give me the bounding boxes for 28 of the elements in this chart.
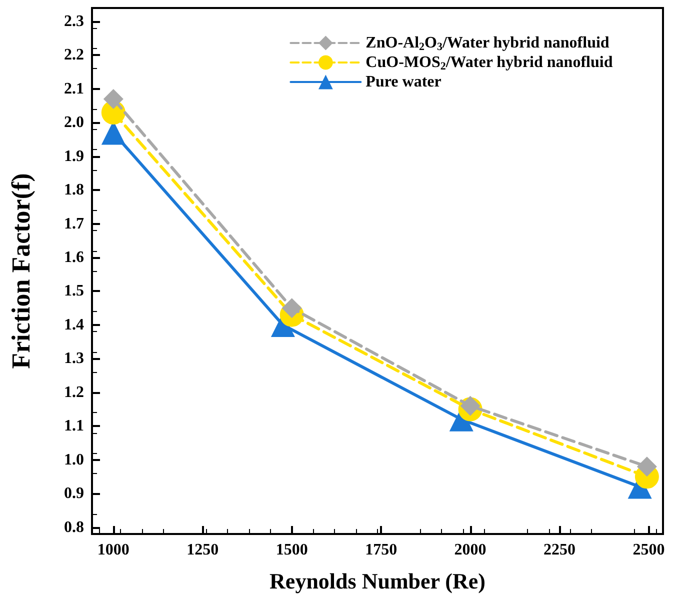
y-tick-label: 1.8 — [64, 182, 84, 199]
y-tick-label: 0.8 — [64, 518, 84, 536]
y-tick-label: 1.2 — [64, 384, 84, 401]
point — [636, 456, 657, 477]
x-tick-label: 2250 — [544, 542, 576, 558]
x-tick-label: 2500 — [632, 542, 665, 558]
y-tick-label: 1.5 — [64, 282, 84, 300]
y-tick-label: 1.1 — [64, 418, 84, 435]
x-tick-label: 1000 — [97, 542, 130, 558]
y-tick-label: 1.0 — [64, 451, 84, 468]
y-tick-label: 1.7 — [64, 215, 84, 232]
legend-label: Pure water — [366, 74, 442, 90]
y-axis-title: Friction Factor(f) — [6, 173, 36, 369]
x-tick-label: 1750 — [365, 542, 398, 558]
y-tick-label: 1.4 — [64, 316, 84, 334]
y-tick-label: 1.9 — [64, 148, 84, 165]
x-tick-label: 2000 — [454, 542, 486, 558]
x-axis-title: Reynolds Number (Re) — [270, 568, 486, 594]
x-tick-label: 1500 — [276, 542, 308, 558]
point — [103, 89, 124, 110]
y-tick-label: 2.2 — [64, 46, 84, 64]
x-tick-label: 1250 — [186, 542, 219, 558]
y-tick-label: 2.0 — [64, 114, 84, 132]
y-tick-label: 1.3 — [64, 350, 84, 368]
y-tick-label: 1.6 — [64, 249, 84, 266]
y-tick-label: 2.1 — [64, 80, 84, 98]
y-tick-label: 2.3 — [64, 12, 84, 30]
y-tick-label: 0.9 — [64, 485, 84, 502]
